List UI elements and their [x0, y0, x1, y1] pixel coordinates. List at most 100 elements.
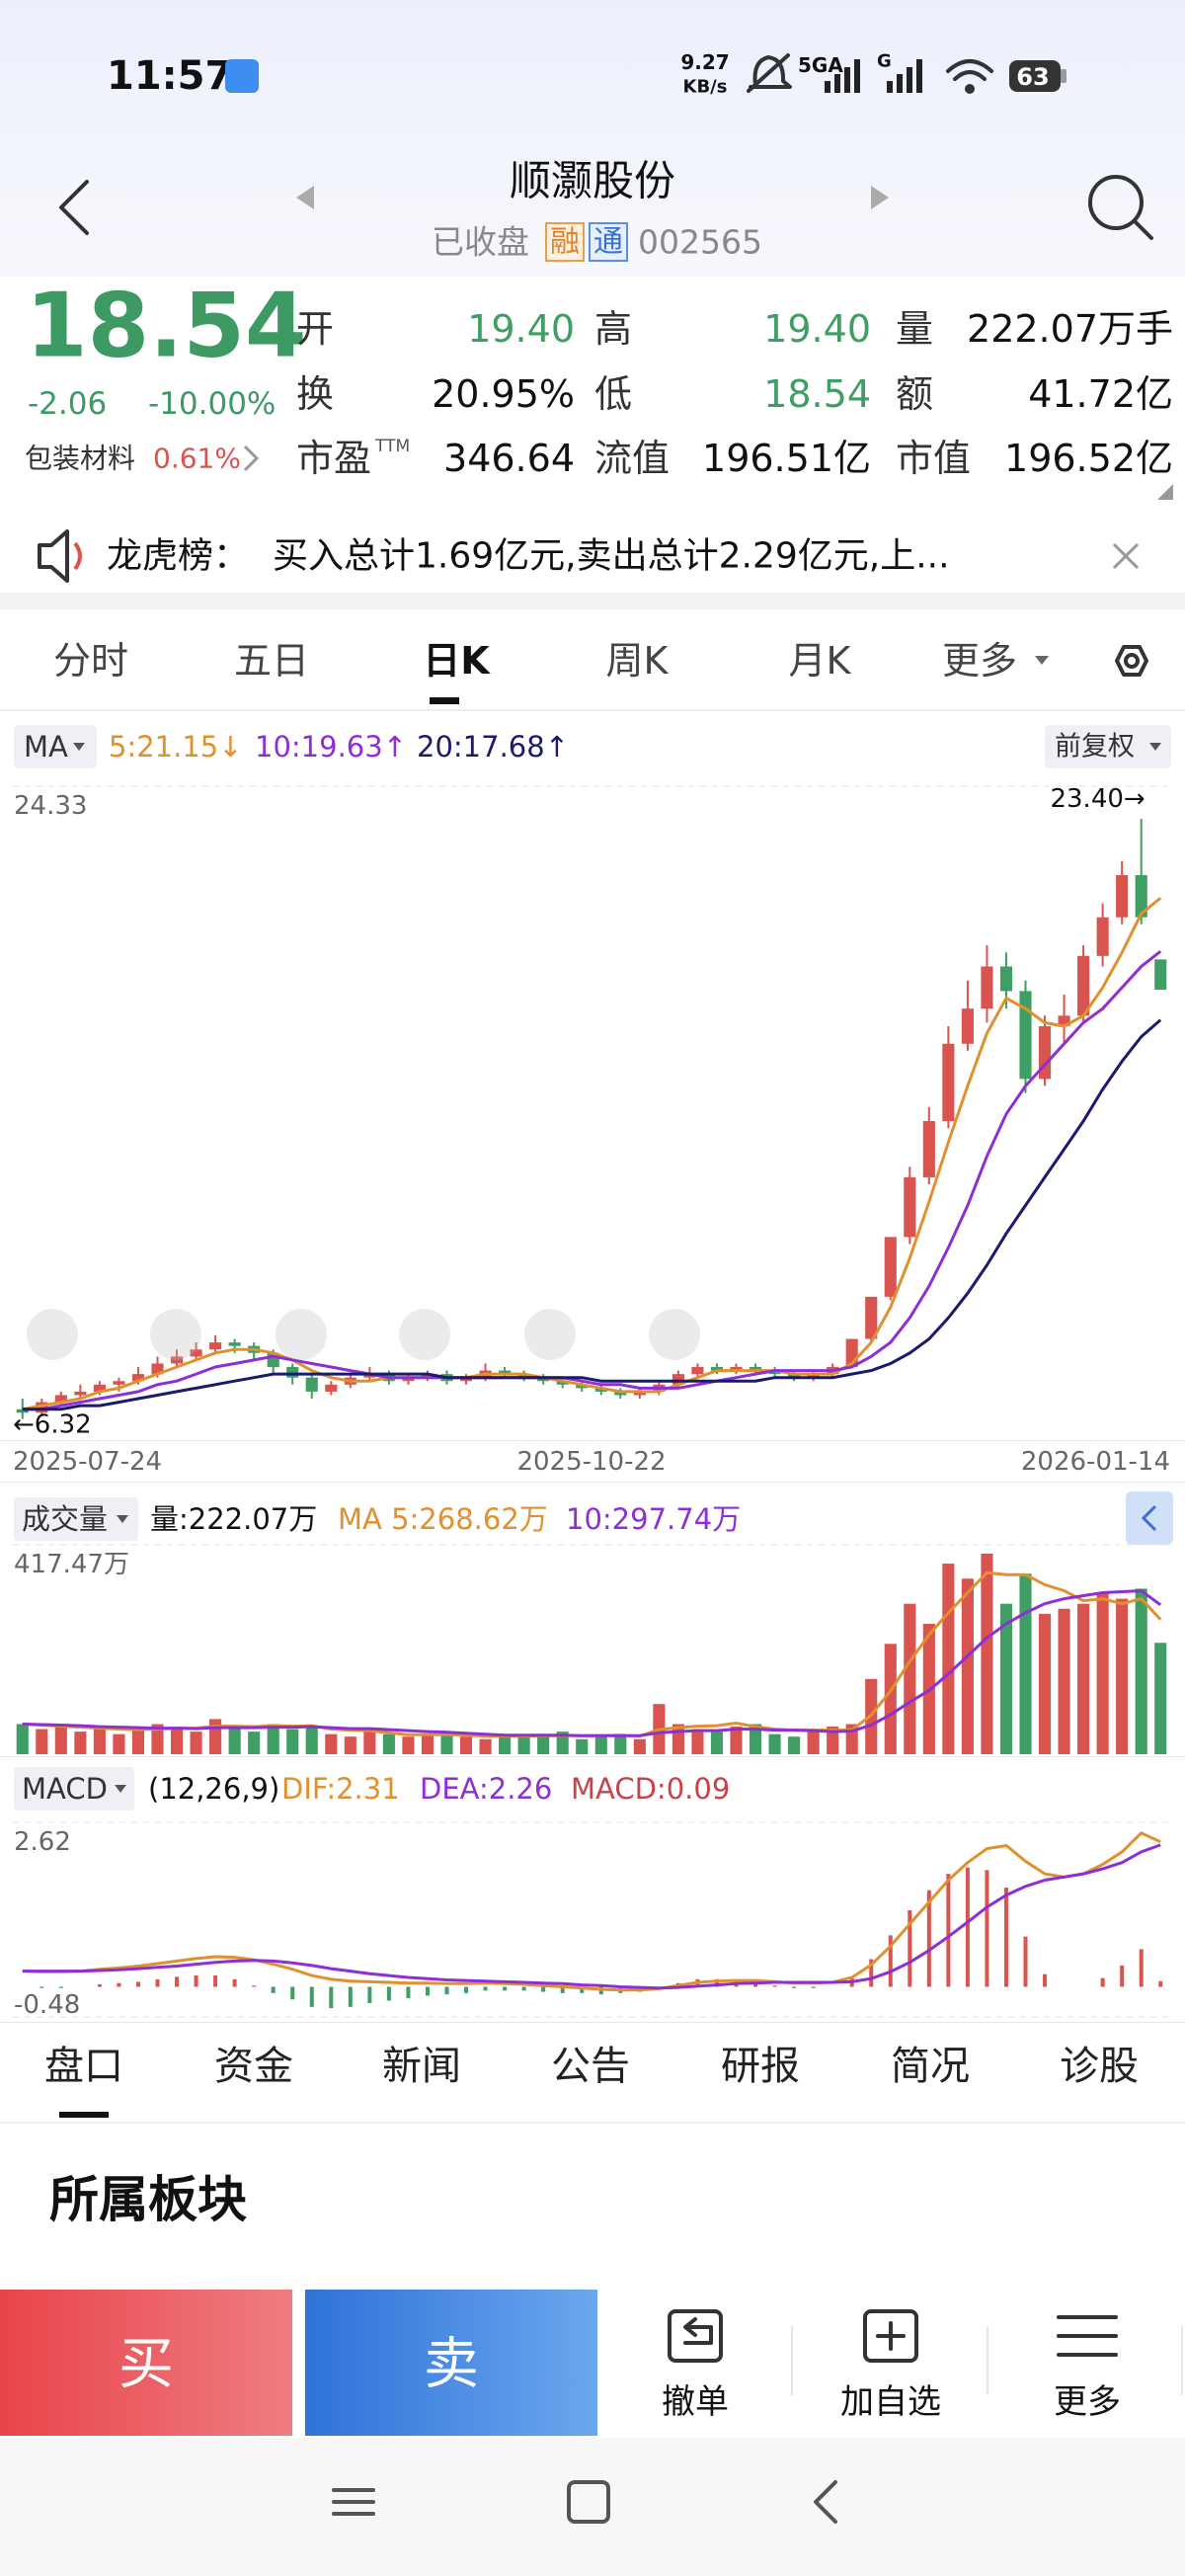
info-tab[interactable]: 研报 — [721, 2044, 800, 2089]
volume-bar — [16, 1724, 29, 1754]
stat-label: 流值 — [594, 437, 670, 480]
settings-button[interactable] — [1115, 645, 1148, 677]
legend-entry: DIF:2.31 — [281, 1772, 400, 1806]
macd-bar — [869, 1959, 874, 1987]
dropdown-arrow — [1149, 743, 1161, 751]
cancel-icon[interactable] — [668, 2309, 723, 2363]
stat-label: 换 — [296, 372, 334, 416]
separator — [987, 2326, 988, 2395]
info-tab-active[interactable]: 盘口 — [44, 2044, 123, 2089]
candle-body — [788, 1374, 801, 1378]
candle-body — [942, 1043, 955, 1122]
volume-bar — [131, 1727, 145, 1754]
candle-body — [749, 1367, 762, 1371]
volume-bar — [594, 1736, 607, 1754]
ma-line — [22, 1018, 1162, 1411]
volume-bar — [402, 1736, 415, 1754]
volume-bar — [614, 1733, 627, 1754]
candle-body — [325, 1384, 338, 1392]
sell-button[interactable] — [305, 2290, 597, 2436]
info-tab[interactable]: 简况 — [891, 2044, 970, 2089]
indicator-box[interactable] — [14, 725, 97, 768]
volume-bar — [999, 1603, 1013, 1754]
candle-body — [1154, 959, 1167, 990]
more-icon[interactable] — [1057, 2315, 1118, 2357]
period-tab-active[interactable]: 日K — [423, 639, 491, 683]
close-news[interactable] — [1112, 542, 1140, 570]
buy-button[interactable] — [0, 2290, 292, 2436]
side-tab[interactable] — [1126, 1491, 1173, 1545]
info-tab[interactable]: 新闻 — [382, 2044, 461, 2089]
candle-body — [1058, 1015, 1070, 1026]
candle-body — [1038, 1025, 1052, 1080]
macd-bar — [1043, 1973, 1048, 1987]
nav-back[interactable] — [814, 2480, 837, 2524]
macd-bar — [290, 1986, 295, 2000]
sector-arrow[interactable] — [243, 444, 260, 472]
period-tab[interactable]: 分时 — [53, 639, 128, 683]
volume-bar — [113, 1733, 125, 1754]
info-tab[interactable]: 诊股 — [1060, 2044, 1139, 2089]
macd-bar — [1120, 1965, 1125, 1987]
volume-bar — [440, 1734, 453, 1754]
search-button[interactable] — [1088, 175, 1153, 240]
expand-corner[interactable] — [1157, 484, 1173, 500]
macd-bar — [714, 1978, 719, 1987]
chart-control[interactable] — [276, 1309, 327, 1360]
market-state: 已收盘 — [432, 223, 529, 262]
legend-entry: 10:297.74万 — [566, 1502, 741, 1536]
net-speed: 9.27 — [680, 50, 729, 74]
chart-control[interactable] — [27, 1309, 78, 1360]
tab-underline — [430, 697, 459, 704]
candle-body — [961, 1008, 974, 1044]
period-tab[interactable]: 五日 — [234, 639, 309, 683]
info-tab[interactable]: 公告 — [551, 2044, 630, 2089]
battery-tip — [1061, 69, 1066, 83]
news-label: 龙虎榜： — [107, 536, 249, 577]
prev-stock[interactable] — [296, 186, 314, 209]
candle-body — [537, 1377, 550, 1382]
high-label: 23.40→ — [1050, 784, 1145, 814]
divider — [0, 1756, 1185, 1757]
period-tab[interactable]: 周K — [606, 639, 670, 683]
stat-label: 低 — [594, 372, 632, 416]
back-button[interactable] — [59, 180, 89, 235]
chart-control[interactable] — [399, 1309, 450, 1360]
speaker-icon — [38, 529, 82, 583]
adjust-box[interactable] — [1045, 725, 1171, 768]
watch-icon[interactable] — [863, 2309, 918, 2363]
volume-bar — [942, 1564, 955, 1754]
period-tab[interactable]: 月K — [789, 639, 852, 683]
stat-value: 346.64 — [443, 437, 575, 480]
macd-bar — [560, 1986, 565, 1993]
buy-label: 买 — [118, 2333, 174, 2397]
candle-body — [190, 1349, 202, 1357]
nav-home[interactable] — [567, 2480, 610, 2524]
legend-entry: DEA:2.26 — [420, 1772, 552, 1806]
macd-bar — [175, 1976, 180, 1987]
candle-body — [93, 1384, 106, 1392]
volume-bar — [1019, 1573, 1032, 1754]
chart-control[interactable] — [150, 1309, 201, 1360]
volume-bar — [479, 1738, 492, 1754]
clock: 11:57 — [107, 53, 232, 99]
divider — [0, 1482, 1185, 1483]
chart-control[interactable] — [649, 1309, 700, 1360]
period-tab[interactable]: 更多 — [942, 639, 1017, 683]
next-stock[interactable] — [871, 186, 889, 209]
stat-value: 19.40 — [467, 307, 575, 351]
indicator-box[interactable] — [14, 1497, 138, 1541]
candle-body — [209, 1342, 222, 1350]
candle-body — [884, 1237, 897, 1297]
volume-bar — [1096, 1593, 1109, 1754]
macd-bar — [908, 1909, 912, 1987]
volume-bar — [344, 1736, 356, 1754]
chart-control[interactable] — [524, 1309, 576, 1360]
news-bar[interactable] — [0, 513, 1185, 593]
stat-value: 18.54 — [763, 372, 871, 416]
nav-menu[interactable] — [332, 2488, 375, 2516]
candle-body — [36, 1402, 48, 1413]
info-tab[interactable]: 资金 — [214, 2044, 293, 2089]
indicator-box[interactable] — [14, 1767, 134, 1811]
